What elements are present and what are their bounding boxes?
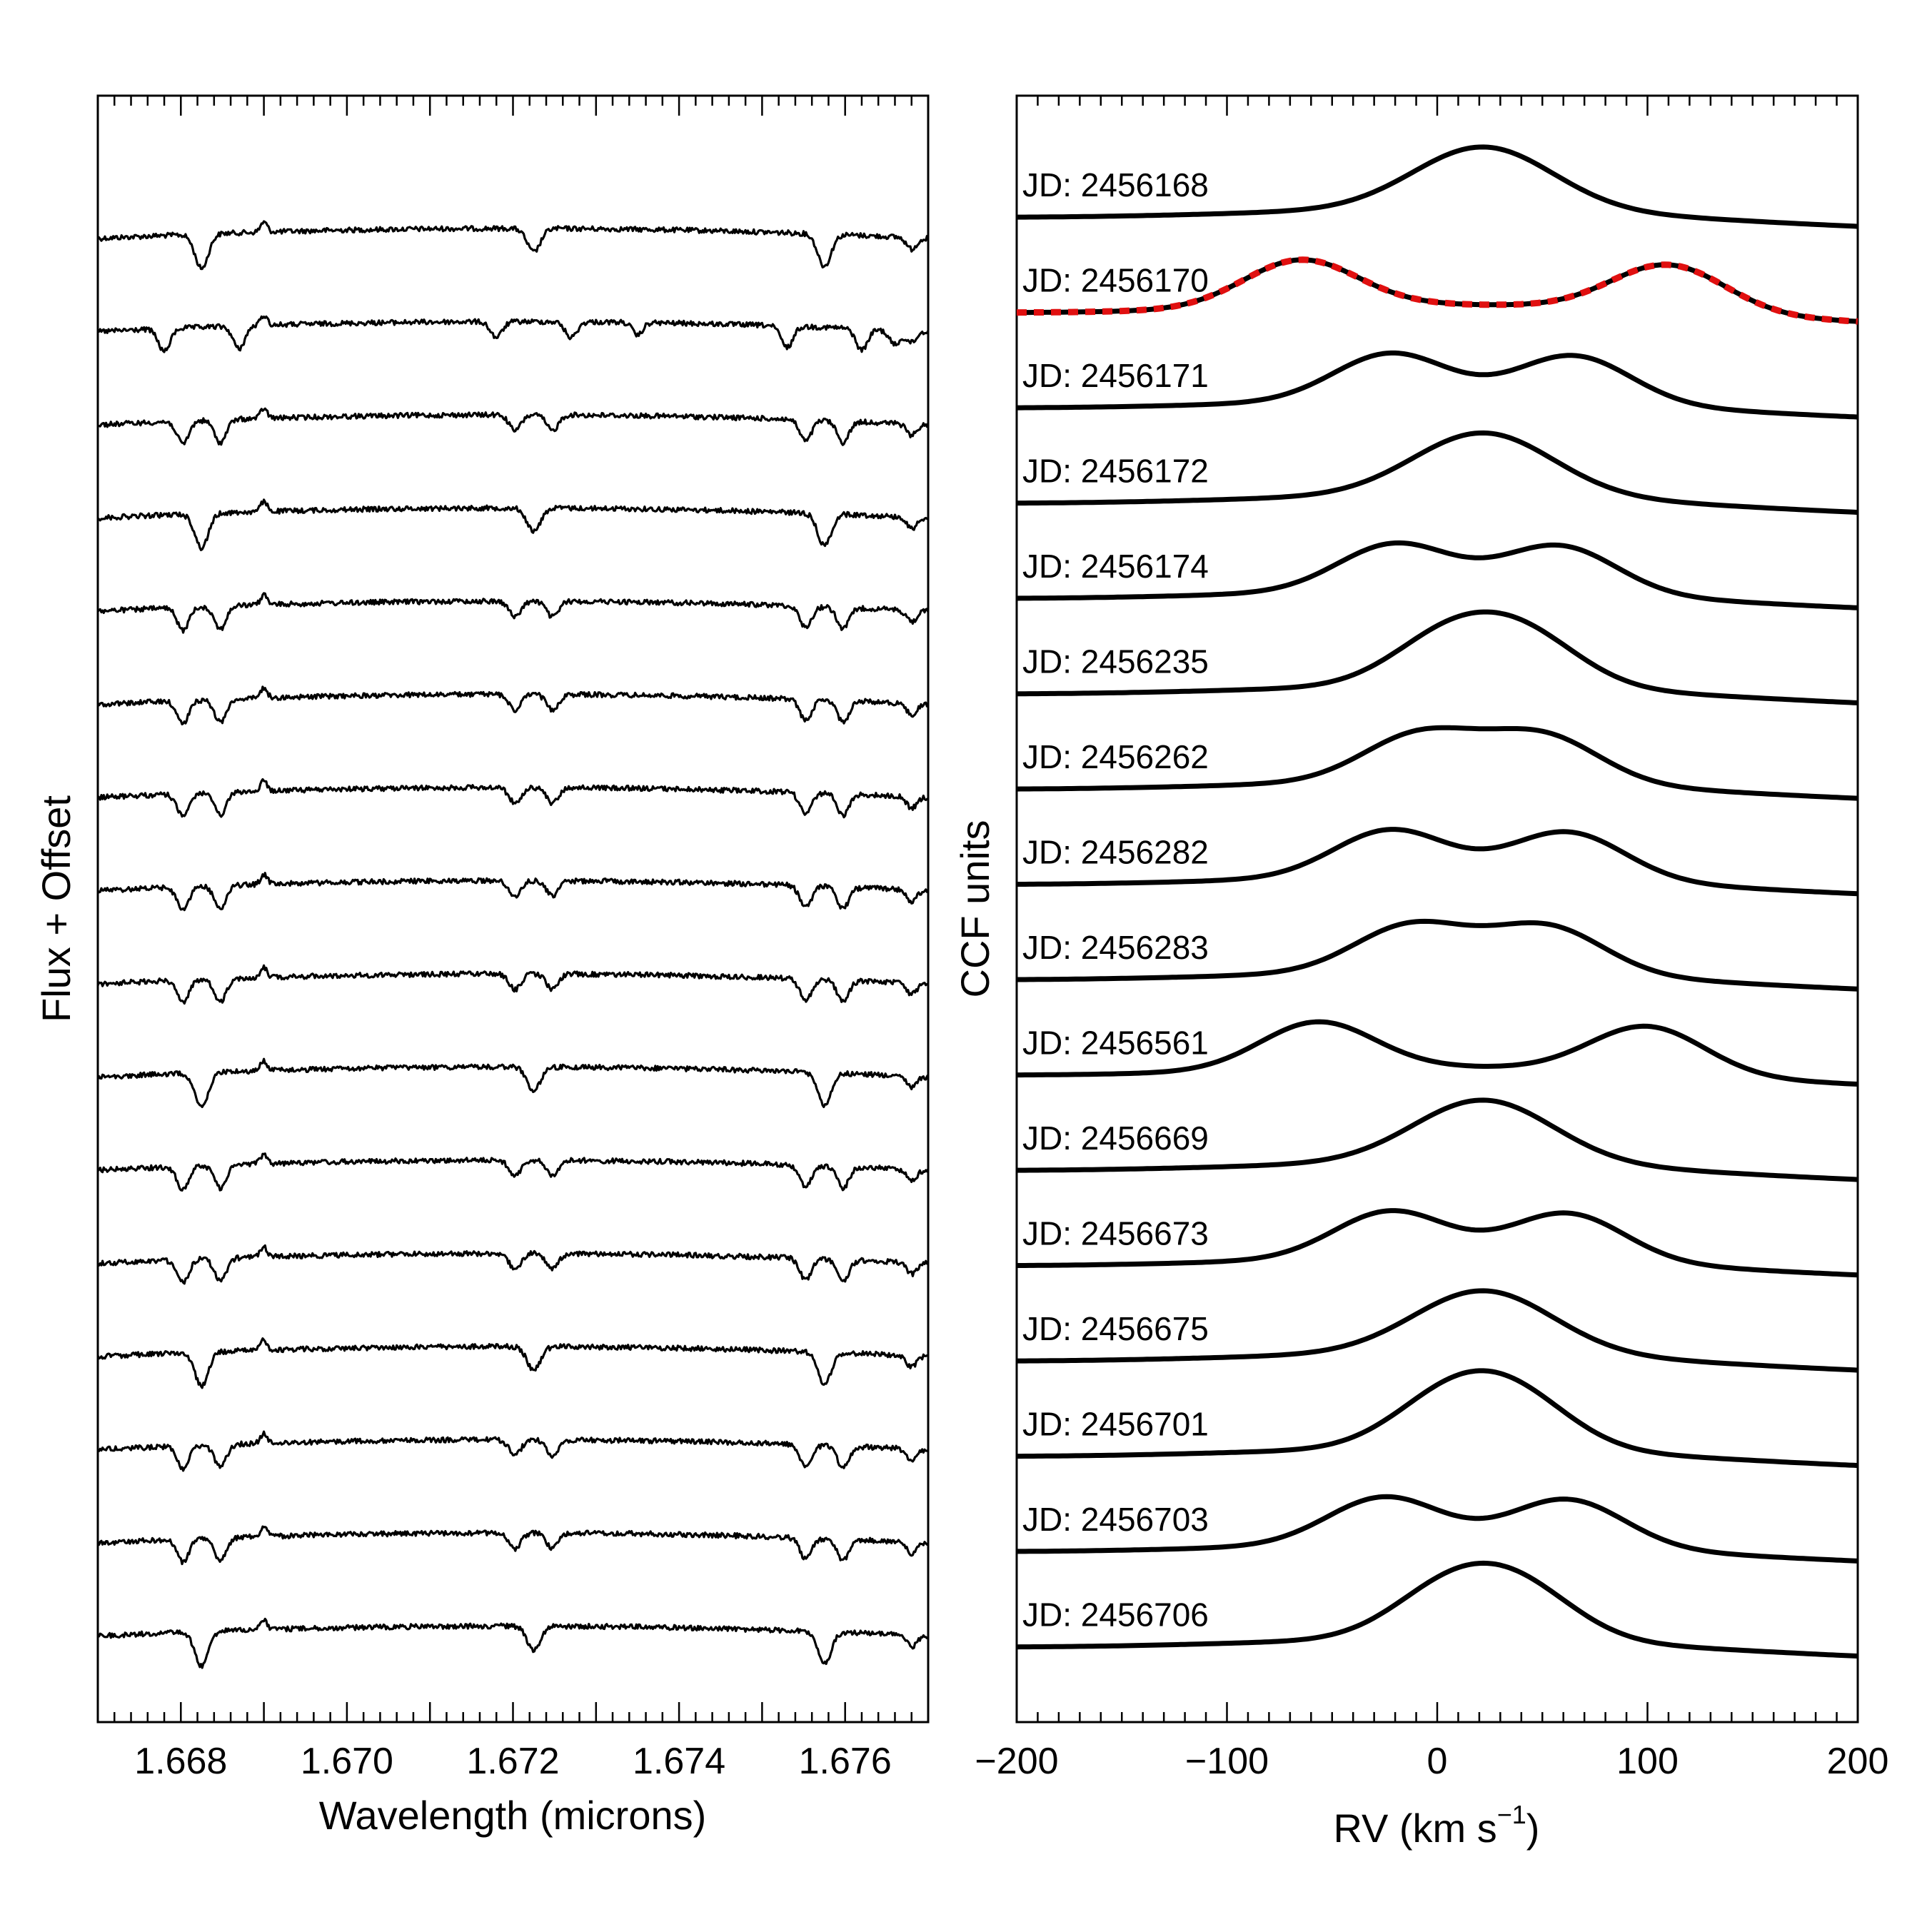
- jd-label: JD: 2456168: [1022, 166, 1209, 203]
- jd-label: JD: 2456706: [1022, 1596, 1209, 1634]
- ccf-curve: [1017, 918, 1858, 992]
- spectra-panel: 1.668 1.670 1.672 1.674 1.676 Wavelength (mi…: [34, 94, 930, 1838]
- right-x-tick-label: −100: [1185, 1741, 1269, 1782]
- jd-label: JD: 2456174: [1022, 548, 1209, 585]
- left-x-tick-label: 1.670: [301, 1741, 393, 1782]
- rv-label-sup: −1: [1497, 1800, 1526, 1829]
- spectrum-line: [96, 498, 929, 552]
- jd-label: JD: 2456171: [1022, 357, 1209, 394]
- spectrum-line: [97, 1617, 929, 1669]
- spectrum-line: [96, 964, 929, 1005]
- ccf-curve: [1017, 1368, 1858, 1469]
- ccf-curves: [1016, 144, 1858, 1659]
- ccf-curve: [1017, 1208, 1858, 1278]
- right-x-axis-label: RV (km s−1): [1334, 1800, 1540, 1851]
- right-x-tick-label: −200: [975, 1741, 1058, 1782]
- spectrum-line: [96, 872, 929, 912]
- ccf-curve: [1017, 1097, 1858, 1182]
- ccf-curve: [1016, 725, 1858, 801]
- ccf-curve: [1017, 1494, 1858, 1564]
- ccf-curve: [1017, 144, 1858, 229]
- ccf-fit-curve: [1016, 256, 1858, 325]
- spectrum-line: [96, 685, 930, 726]
- spectrum-line: [97, 1430, 929, 1472]
- left-y-axis-label: Flux + Offset: [34, 795, 79, 1022]
- jd-label: JD: 2456170: [1022, 262, 1209, 299]
- jd-label: JD: 2456701: [1022, 1406, 1209, 1443]
- jd-label: JD: 2456235: [1022, 643, 1209, 680]
- jd-label: JD: 2456561: [1022, 1025, 1209, 1062]
- ccf-curve: [1017, 827, 1858, 897]
- ccf-curve: [1017, 609, 1858, 705]
- ccf-curve: [1017, 1019, 1858, 1087]
- ccf-curve: [1016, 1560, 1858, 1659]
- spectrum-line: [97, 1152, 930, 1192]
- jd-label: JD: 2456669: [1022, 1120, 1209, 1157]
- right-x-tick-labels: −200 −100 0 100 200: [975, 1741, 1888, 1782]
- spectrum-line: [96, 778, 929, 819]
- right-plot-frame: [1015, 94, 1859, 1724]
- rv-label-end: ): [1526, 1806, 1540, 1851]
- rv-label-main: RV (km s: [1334, 1806, 1497, 1851]
- left-x-tick-label: 1.668: [134, 1741, 227, 1782]
- left-x-axis-label: Wavelength (microns): [319, 1793, 707, 1838]
- ccf-curve: [1017, 430, 1858, 515]
- right-x-tick-label: 200: [1827, 1741, 1889, 1782]
- jd-label: JD: 2456262: [1022, 738, 1209, 775]
- right-x-tick-label: 0: [1427, 1741, 1448, 1782]
- spectrum-line: [96, 220, 928, 271]
- spectrum-line: [96, 1057, 930, 1109]
- spectrum-line: [96, 1337, 929, 1389]
- spectrum-line: [97, 1525, 929, 1566]
- left-x-tick-labels: 1.668 1.670 1.672 1.674 1.676: [134, 1741, 892, 1782]
- right-axis-ticks: [1015, 96, 1859, 1722]
- left-x-tick-label: 1.674: [633, 1741, 725, 1782]
- left-x-tick-label: 1.672: [466, 1741, 559, 1782]
- jd-label: JD: 2456673: [1022, 1215, 1209, 1252]
- spectra-lines: [96, 220, 930, 1669]
- left-axis-ticks: [96, 96, 930, 1722]
- jd-label: JD: 2456675: [1022, 1310, 1209, 1347]
- ccf-curve: [1017, 350, 1858, 420]
- ccf-curve: [1017, 1288, 1858, 1373]
- jd-label: JD: 2456172: [1022, 453, 1209, 490]
- jd-label: JD: 2456282: [1022, 834, 1209, 871]
- right-y-axis-label: CCF units: [952, 820, 997, 998]
- left-x-tick-label: 1.676: [799, 1741, 892, 1782]
- spectrum-line: [96, 592, 930, 634]
- spectrum-line: [97, 407, 930, 446]
- spectrum-line: [96, 1244, 930, 1285]
- ccf-curve: [1016, 540, 1858, 610]
- jd-label: JD: 2456703: [1022, 1501, 1209, 1538]
- right-x-tick-label: 100: [1616, 1741, 1679, 1782]
- ccf-jd-labels: JD: 2456168 JD: 2456170 JD: 2456171 JD: 245…: [1022, 166, 1209, 1634]
- spectrum-line: [97, 315, 930, 353]
- jd-label: JD: 2456283: [1022, 929, 1209, 966]
